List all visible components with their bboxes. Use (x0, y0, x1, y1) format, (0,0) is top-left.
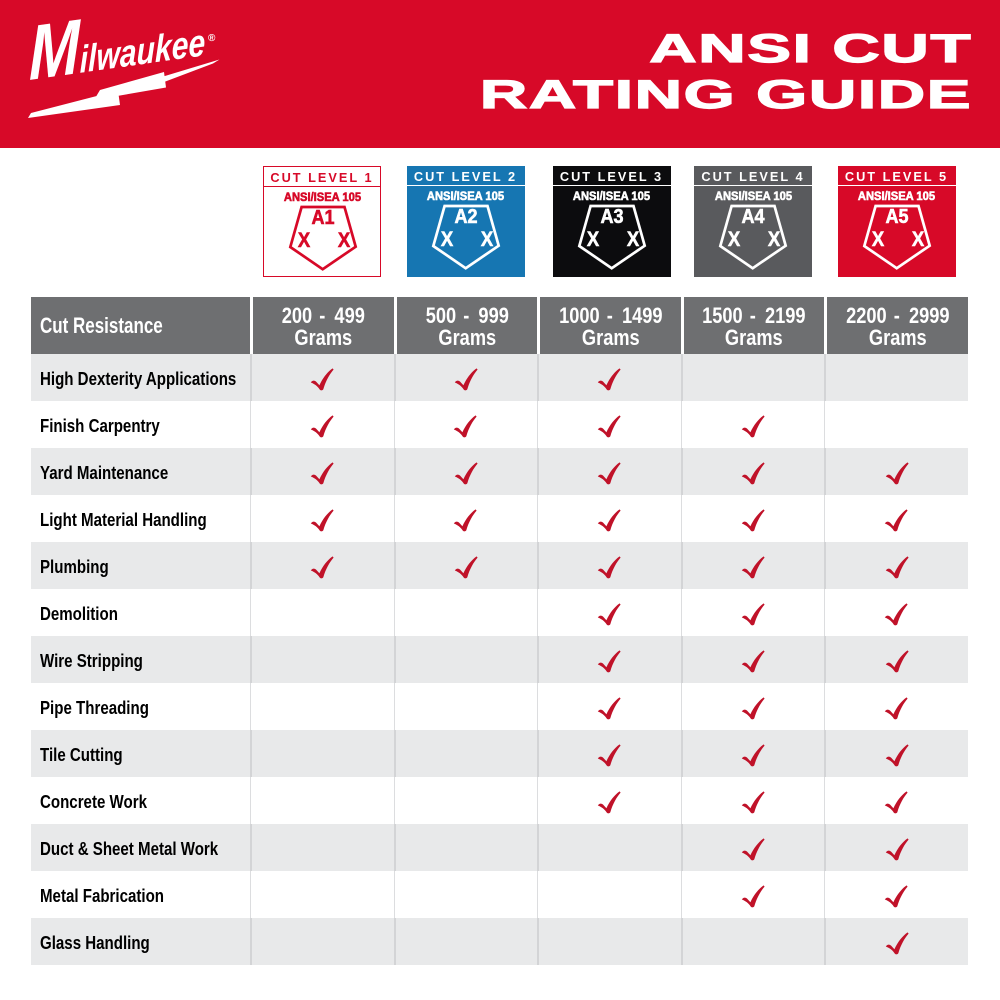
svg-text:®: ® (208, 33, 216, 44)
svg-text:Milwaukee: Milwaukee (29, 14, 205, 97)
